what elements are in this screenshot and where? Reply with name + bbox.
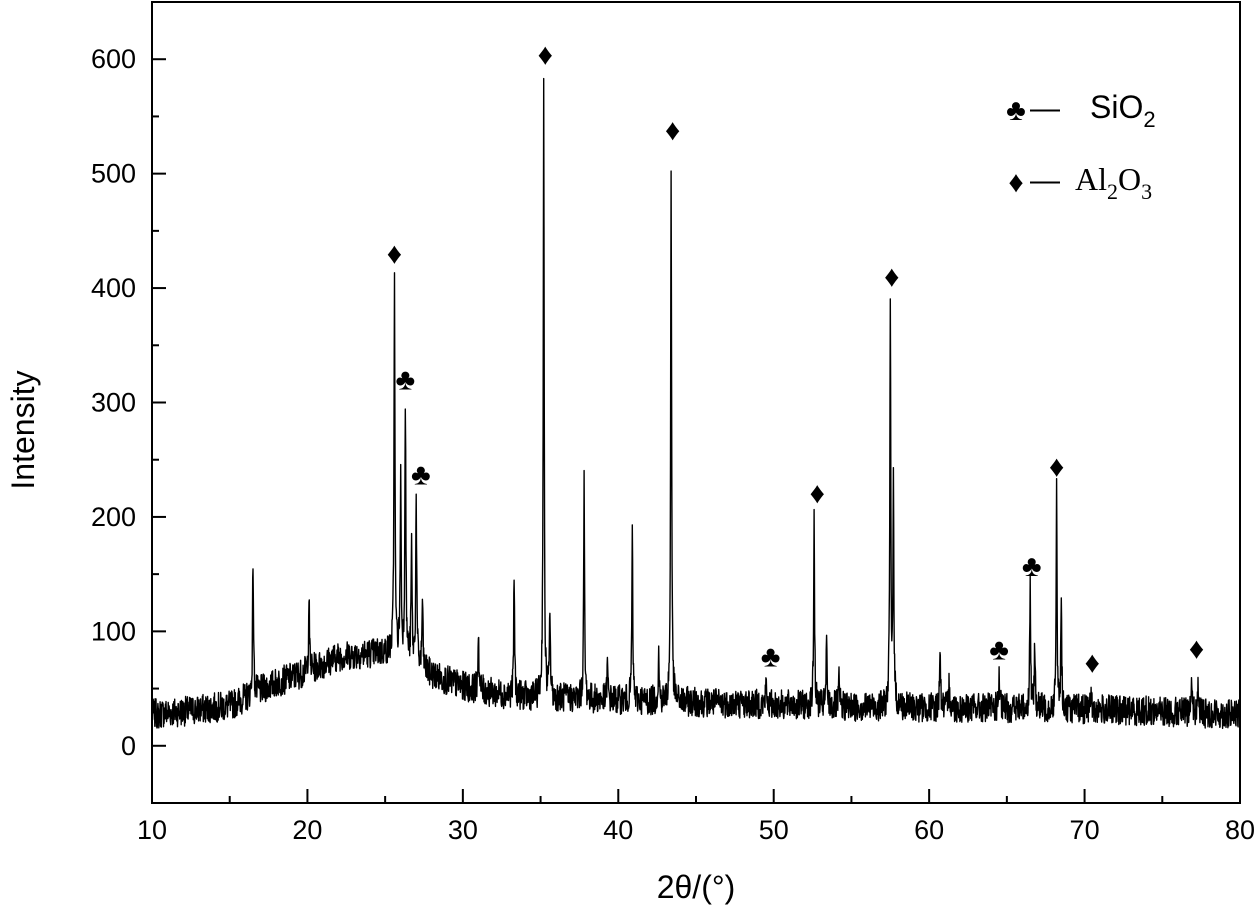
plot-area	[151, 1, 1241, 804]
legend-label-sio2: SiO2	[1090, 89, 1156, 132]
diamond-marker-icon: ♦	[1085, 646, 1100, 679]
diamond-marker-icon: ♦	[387, 238, 402, 271]
x-axis-title: 2θ/(°)	[657, 869, 736, 905]
club-marker-icon: ♣	[396, 364, 416, 397]
legend-item-al2o3: ♦ — Al2O3	[1008, 161, 1152, 204]
x-tick-label: 20	[292, 815, 322, 845]
y-tick-label: 500	[91, 159, 136, 189]
y-tick-label: 100	[91, 616, 136, 646]
y-tick-label: 200	[91, 502, 136, 532]
y-tick-label: 0	[121, 731, 136, 761]
y-tick-label: 600	[91, 44, 136, 74]
legend-dash: —	[1030, 92, 1060, 125]
x-tick-label: 50	[759, 815, 789, 845]
y-axis-ticks	[152, 1, 166, 804]
plot-frame	[151, 1, 1241, 804]
y-axis-tick-labels: 0 100 200 300 400 500 600	[91, 44, 136, 761]
x-tick-label: 10	[137, 815, 167, 845]
y-tick-label: 400	[91, 273, 136, 303]
peak-markers: ♦ ♣ ♣ ♦ ♦ ♣ ♦ ♦ ♣ ♣ ♦ ♦ ♦	[387, 39, 1204, 680]
x-axis-ticks	[151, 789, 1241, 803]
diamond-marker-icon: ♦	[665, 114, 680, 147]
legend-dash: —	[1030, 164, 1060, 197]
diamond-icon: ♦	[1008, 166, 1023, 199]
x-tick-label: 60	[914, 815, 944, 845]
club-marker-icon: ♣	[1022, 550, 1042, 583]
xrd-trace	[151, 77, 1241, 730]
y-axis-title: Intensity	[5, 370, 41, 489]
club-marker-icon: ♣	[411, 459, 431, 492]
club-marker-icon: ♣	[989, 634, 1009, 667]
diamond-marker-icon: ♦	[538, 39, 553, 72]
x-tick-label: 70	[1070, 815, 1100, 845]
legend-item-sio2: ♣ — SiO2	[1006, 89, 1155, 132]
diamond-marker-icon: ♦	[884, 261, 899, 294]
club-marker-icon: ♣	[761, 641, 781, 674]
x-tick-label: 30	[448, 815, 478, 845]
club-icon: ♣	[1006, 94, 1026, 127]
series-layer	[151, 77, 1241, 730]
diamond-marker-icon: ♦	[810, 477, 825, 510]
x-axis-tick-labels: 10 20 30 40 50 60 70 80	[137, 815, 1255, 845]
x-tick-label: 80	[1225, 815, 1255, 845]
x-tick-label: 40	[603, 815, 633, 845]
legend-label-al2o3: Al2O3	[1075, 161, 1152, 204]
y-tick-label: 300	[91, 388, 136, 418]
diamond-marker-icon: ♦	[1189, 633, 1204, 666]
diamond-marker-icon: ♦	[1049, 451, 1064, 484]
legend: ♣ — SiO2 ♦ — Al2O3	[1006, 89, 1155, 204]
